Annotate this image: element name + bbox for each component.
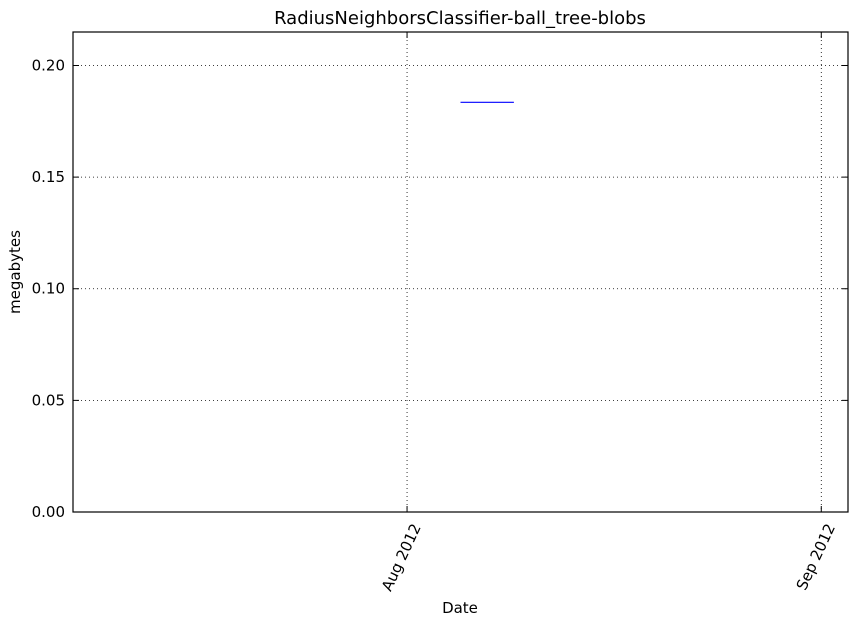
x-axis-label: Date: [442, 599, 478, 617]
y-tick-label: 0.00: [32, 503, 65, 521]
y-tick-label: 0.05: [32, 391, 65, 409]
y-tick-label: 0.15: [32, 168, 65, 186]
axis-ticks: [73, 32, 848, 513]
y-tick-labels: 0.00 0.05 0.10 0.15 0.20: [32, 56, 65, 521]
x-tick-labels: Aug 2012 Sep 2012: [378, 521, 839, 594]
y-tick-label: 0.10: [32, 280, 65, 298]
y-tick-label: 0.20: [32, 56, 65, 74]
x-tick-label: Aug 2012: [378, 521, 425, 594]
x-tick-label: Sep 2012: [793, 521, 839, 593]
grid: [73, 32, 848, 513]
chart-title: RadiusNeighborsClassifier-ball_tree-blob…: [274, 8, 646, 29]
y-axis-label: megabytes: [6, 230, 24, 314]
plot-frame: [72, 31, 849, 513]
